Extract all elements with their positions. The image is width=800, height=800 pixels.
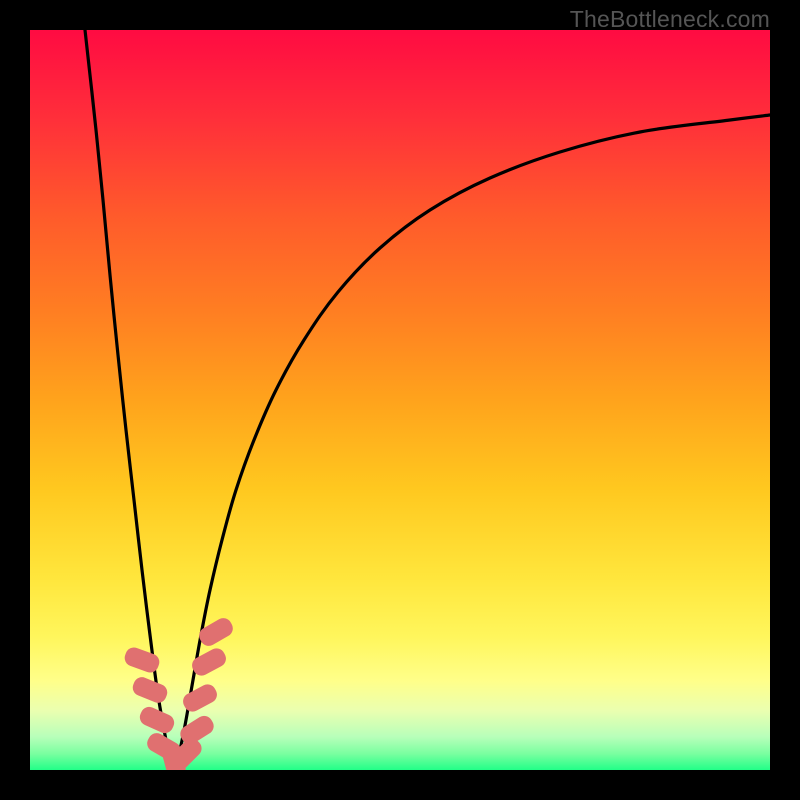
- curve-marker: [190, 646, 228, 678]
- curve-line: [85, 30, 770, 770]
- watermark-text: TheBottleneck.com: [570, 6, 770, 33]
- chart-frame: TheBottleneck.com: [0, 0, 800, 800]
- curve-marker: [131, 675, 169, 704]
- bottleneck-curve: [30, 30, 770, 770]
- curve-marker: [181, 682, 219, 714]
- curve-marker: [138, 705, 176, 735]
- marker-layer: [123, 616, 235, 770]
- curve-marker: [123, 646, 161, 675]
- plot-area: [30, 30, 770, 770]
